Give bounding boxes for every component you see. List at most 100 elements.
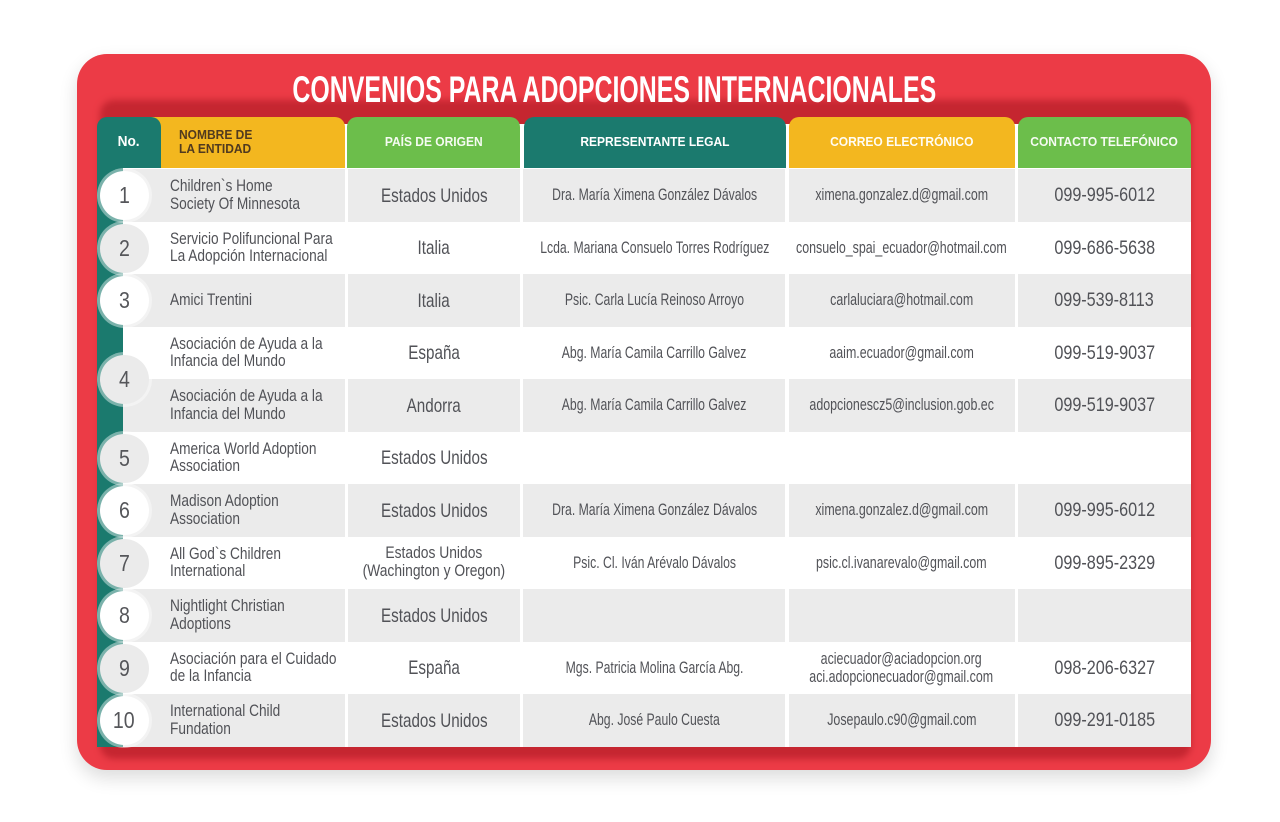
- row-number-circle: 1: [99, 171, 149, 221]
- cell-pais-text: Estados Unidos (Wachington y Oregon): [362, 544, 506, 581]
- cell-correo: ximena.gonzalez.d@gmail.com: [788, 169, 1015, 222]
- cell-correo: Josepaulo.c90@gmail.com: [788, 694, 1015, 747]
- table-row: Asociación de Ayuda a la Infancia del Mu…: [123, 379, 1191, 432]
- row-number: 4: [118, 365, 130, 392]
- cell-pais: Estados Unidos: [347, 484, 521, 537]
- cell-telefono: 099-995-6012: [1017, 169, 1191, 222]
- header-contacto: CONTACTO TELEFÓNICO: [1017, 116, 1191, 168]
- cell-correo-text: adopcionescz5@inclusion.gob.ec: [809, 395, 994, 415]
- row-number-circle: 7: [99, 538, 149, 588]
- cell-nombre: Servicio Polifuncional Para La Adopción …: [123, 221, 345, 275]
- cell-pais-text: Italia: [417, 289, 450, 312]
- row-number: 8: [118, 602, 130, 629]
- cell-representante-text: Abg. María Camila Carrillo Galvez: [562, 343, 747, 362]
- header-pais-label: PAÍS DE ORIGEN: [384, 133, 483, 149]
- cell-correo-text: ximena.gonzalez.d@gmail.com: [815, 185, 988, 205]
- cell-telefono-text: 099-519-9037: [1053, 341, 1155, 364]
- table-row: Nightlight Christian Adoptions Estados Un…: [123, 589, 1191, 642]
- cell-telefono: 099-519-9037: [1017, 379, 1191, 432]
- table-row: Servicio Polifuncional Para La Adopción …: [123, 221, 1191, 275]
- cell-nombre: America World Adoption Association: [123, 431, 345, 485]
- cell-representante: Psic. Carla Lucía Reinoso Arroyo: [523, 274, 786, 327]
- header-representante-label: REPRESENTANTE LEGAL: [579, 133, 730, 149]
- poster-title-text: CONVENIOS PARA ADOPCIONES INTERNACIONALE…: [292, 69, 936, 110]
- cell-nombre-text: Amici Trentini: [169, 290, 252, 309]
- cell-telefono: [1017, 589, 1191, 642]
- cell-correo-text: psic.cl.ivanarevalo@gmail.com: [816, 552, 987, 572]
- row-number: 3: [118, 287, 130, 314]
- cell-representante-text: Mgs. Patricia Molina García Abg.: [565, 658, 744, 677]
- cell-correo: aciecuador@aciadopcion.org aci.adopcione…: [788, 641, 1015, 695]
- cell-correo: carlaluciara@hotmail.com: [788, 274, 1015, 327]
- cell-representante: Dra. María Ximena González Dávalos: [523, 484, 786, 537]
- row-number: 1: [118, 182, 130, 209]
- cell-pais: España: [347, 641, 521, 695]
- cell-correo-text: carlaluciara@hotmail.com: [830, 290, 974, 310]
- cell-correo-text: ximena.gonzalez.d@gmail.com: [815, 500, 988, 520]
- cell-pais: Estados Unidos: [347, 431, 521, 485]
- row-number-circle: 3: [99, 276, 149, 326]
- cell-pais-text: Estados Unidos: [380, 709, 488, 732]
- table-body: Children`s Home Society Of Minnesota Esta…: [123, 169, 1191, 747]
- table-row: Children`s Home Society Of Minnesota Esta…: [123, 169, 1191, 222]
- header-correo-label: CORREO ELECTRÓNICO: [829, 133, 974, 149]
- cell-pais: Andorra: [347, 379, 521, 432]
- cell-representante: Lcda. Mariana Consuelo Torres Rodríguez: [523, 221, 786, 275]
- cell-representante: Dra. María Ximena González Dávalos: [523, 169, 786, 222]
- table-row: International Child Fundation Estados Uni…: [123, 694, 1191, 747]
- header-no-label: No.: [117, 133, 140, 150]
- cell-pais-text: Andorra: [406, 394, 461, 417]
- header-contacto-label: CONTACTO TELEFÓNICO: [1030, 133, 1178, 149]
- cell-representante: [523, 431, 786, 485]
- cell-representante-text: Psic. Carla Lucía Reinoso Arroyo: [564, 291, 744, 310]
- cell-representante: Mgs. Patricia Molina García Abg.: [523, 641, 786, 695]
- cell-telefono-text: 099-686-5638: [1053, 236, 1155, 259]
- cell-nombre-text: Children`s Home Society Of Minnesota: [169, 177, 300, 213]
- cell-representante: [523, 589, 786, 642]
- cell-nombre-text: Asociación para el Cuidado de la Infanci…: [169, 649, 337, 686]
- header-representante: REPRESENTANTE LEGAL: [523, 116, 786, 168]
- row-number-circle: 6: [99, 486, 149, 536]
- cell-telefono: 099-995-6012: [1017, 484, 1191, 537]
- cell-nombre: Madison Adoption Association: [123, 484, 345, 537]
- table-row: Asociación de Ayuda a la Infancia del Mu…: [123, 326, 1191, 380]
- cell-representante-text: Dra. María Ximena González Dávalos: [551, 501, 757, 520]
- table-row: All God`s Children International Estados …: [123, 536, 1191, 590]
- table-row: America World Adoption Association Estado…: [123, 431, 1191, 485]
- cell-representante-text: Psic. Cl. Iván Arévalo Dávalos: [572, 553, 736, 572]
- cell-nombre: International Child Fundation: [123, 694, 345, 747]
- row-number-circle: 10: [99, 696, 149, 746]
- cell-telefono: 099-519-9037: [1017, 326, 1191, 380]
- cell-pais: Estados Unidos: [347, 694, 521, 747]
- header-pais: PAÍS DE ORIGEN: [346, 116, 520, 168]
- row-number-circle: 4: [99, 354, 149, 404]
- cell-nombre: Children`s Home Society Of Minnesota: [123, 169, 345, 222]
- cell-representante: Psic. Cl. Iván Arévalo Dávalos: [523, 536, 786, 590]
- row-number: 10: [113, 707, 135, 734]
- header-nombre-label: NOMBRE DE LA ENTIDAD: [178, 126, 252, 156]
- row-number-circle: 2: [99, 223, 149, 273]
- row-number: 9: [118, 654, 130, 681]
- cell-telefono-text: 099-539-8113: [1054, 289, 1155, 312]
- poster-title: CONVENIOS PARA ADOPCIONES INTERNACIONALE…: [0, 69, 1228, 111]
- cell-telefono-text: 099-291-0185: [1053, 709, 1155, 732]
- cell-telefono-text: 099-519-9037: [1053, 394, 1155, 417]
- cell-telefono: [1017, 431, 1191, 485]
- table-row: Asociación para el Cuidado de la Infanci…: [123, 641, 1191, 695]
- table-row: Amici Trentini Italia Psic. Carla Lucía Re…: [123, 274, 1191, 327]
- cell-nombre: Asociación para el Cuidado de la Infanci…: [123, 641, 345, 695]
- cell-nombre-text: Servicio Polifuncional Para La Adopción …: [169, 229, 333, 266]
- cell-telefono-text: 098-206-6327: [1053, 656, 1155, 679]
- cell-pais-text: Estados Unidos: [380, 499, 488, 522]
- row-number: 7: [118, 549, 130, 576]
- row-number-circle: 5: [99, 433, 149, 483]
- row-number: 5: [118, 444, 130, 471]
- cell-nombre-text: Asociación de Ayuda a la Infancia del Mu…: [169, 334, 323, 371]
- cell-pais: España: [347, 326, 521, 380]
- cell-nombre-text: Asociación de Ayuda a la Infancia del Mu…: [169, 387, 323, 423]
- row-number-circle: 8: [99, 591, 149, 641]
- cell-pais-text: Estados Unidos: [380, 447, 488, 470]
- cell-correo-text: Josepaulo.c90@gmail.com: [826, 710, 977, 730]
- cell-pais-text: España: [408, 342, 460, 365]
